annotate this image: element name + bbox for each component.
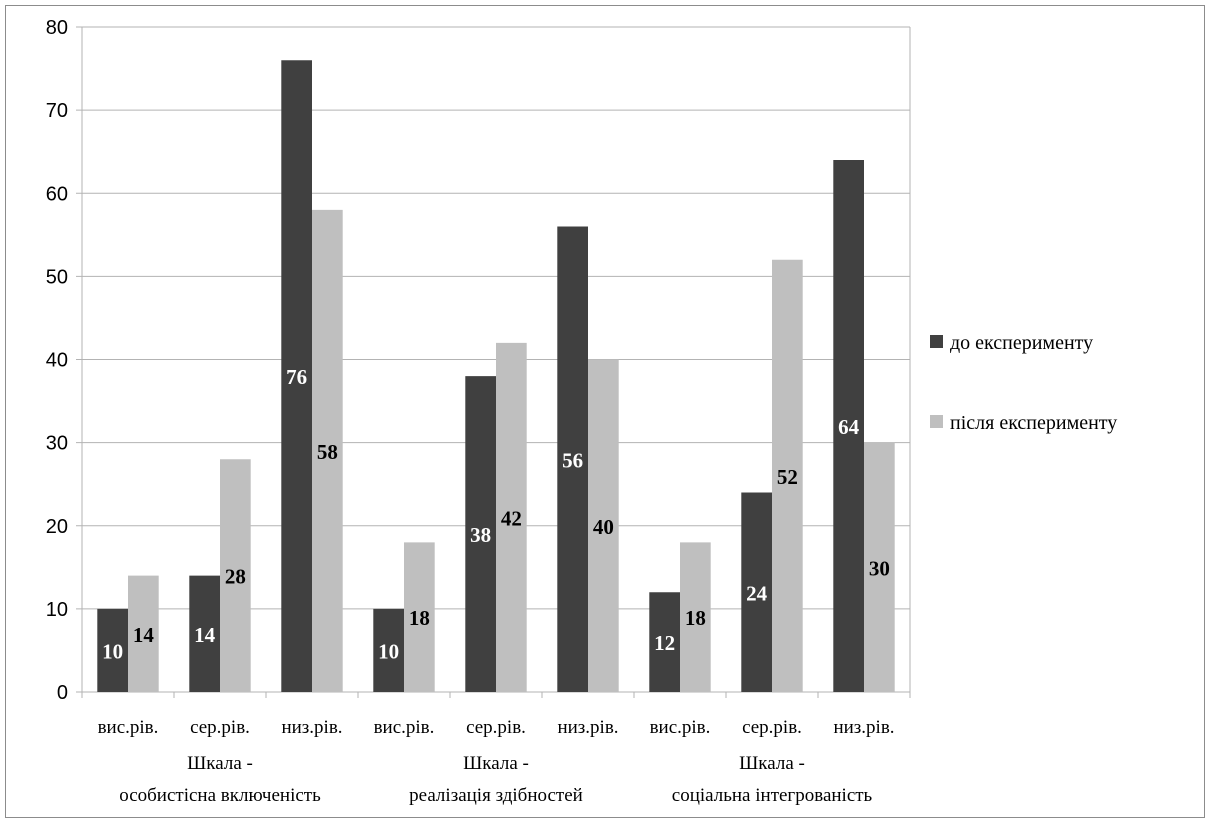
legend-swatch-after xyxy=(930,415,943,428)
bar-after xyxy=(680,542,711,692)
x-category-label: низ.рів. xyxy=(833,717,894,738)
bar-after xyxy=(496,342,527,692)
data-label: 14 xyxy=(194,623,216,647)
x-category-label: сер.рів. xyxy=(742,717,802,738)
legend-label-after: після експерименту xyxy=(950,412,1117,434)
data-label: 10 xyxy=(102,639,123,663)
bar-before xyxy=(189,575,220,692)
data-label: 40 xyxy=(593,515,614,539)
bar-before xyxy=(373,608,404,692)
x-axis-categories: вис.рів. сер.рів. низ.рів. вис.рів. сер.рів.… xyxy=(98,717,895,738)
y-tick-label: 70 xyxy=(46,100,68,122)
x-category-label: вис.рів. xyxy=(374,717,435,738)
bar-before xyxy=(649,592,680,692)
bars xyxy=(97,60,895,692)
bar-before xyxy=(557,226,588,692)
data-label: 38 xyxy=(470,523,491,547)
data-label: 12 xyxy=(654,631,675,655)
data-label: 56 xyxy=(562,448,583,472)
group-label-line1: Шкала - xyxy=(739,753,805,774)
data-label: 42 xyxy=(501,506,522,530)
bar-after xyxy=(220,459,251,692)
bar-before xyxy=(741,492,772,692)
data-label: 10 xyxy=(378,639,399,663)
group-label-line2: особистісна включеність xyxy=(119,785,321,806)
bar-before xyxy=(833,160,864,692)
x-category-label: сер.рів. xyxy=(466,717,526,738)
y-tick-label: 20 xyxy=(46,516,68,538)
data-label: 18 xyxy=(409,606,430,630)
group-label-line2: соціальна інтегрованість xyxy=(672,785,873,806)
x-category-label: сер.рів. xyxy=(190,717,250,738)
y-tick-label: 30 xyxy=(46,433,68,455)
x-category-label: низ.рів. xyxy=(281,717,342,738)
bar-after xyxy=(588,359,619,692)
y-tick-label: 40 xyxy=(46,350,68,372)
bar-after xyxy=(404,542,435,692)
bar-before xyxy=(281,60,312,692)
legend: до експерименту після експерименту xyxy=(930,332,1117,434)
bar-before xyxy=(97,608,128,692)
y-tick-label: 60 xyxy=(46,183,68,205)
data-label: 30 xyxy=(869,556,890,580)
data-label: 58 xyxy=(317,440,338,464)
legend-swatch-before xyxy=(930,335,943,348)
data-label: 18 xyxy=(685,606,706,630)
y-tick-label: 80 xyxy=(46,17,68,39)
bar-after xyxy=(128,575,159,692)
y-tick-label: 0 xyxy=(57,682,68,704)
group-label-line1: Шкала - xyxy=(463,753,529,774)
bar-after xyxy=(312,209,343,692)
y-tick-label: 10 xyxy=(46,599,68,621)
data-label: 24 xyxy=(746,581,768,605)
y-tick-label: 50 xyxy=(46,266,68,288)
legend-label-before: до експерименту xyxy=(950,332,1093,354)
data-label: 14 xyxy=(133,623,155,647)
bar-before xyxy=(465,376,496,692)
data-label: 64 xyxy=(838,415,860,439)
bar-after xyxy=(864,442,895,692)
group-label-line2: реалізація здібностей xyxy=(409,785,583,806)
x-category-label: вис.рів. xyxy=(98,717,159,738)
data-label: 28 xyxy=(225,565,246,589)
data-labels: 10 14 76 10 38 56 12 24 64 14 28 58 18 42 40 18 52 30 xyxy=(102,365,890,663)
x-category-label: низ.рів. xyxy=(557,717,618,738)
data-label: 52 xyxy=(777,465,798,489)
x-axis-groups: Шкала - особистісна включеність Шкала - реа… xyxy=(119,753,872,806)
x-category-label: вис.рів. xyxy=(650,717,711,738)
group-label-line1: Шкала - xyxy=(187,753,253,774)
y-axis-ticks: 0 10 20 30 40 50 60 70 80 xyxy=(46,17,68,704)
bar-after xyxy=(772,259,803,692)
data-label: 76 xyxy=(286,365,307,389)
